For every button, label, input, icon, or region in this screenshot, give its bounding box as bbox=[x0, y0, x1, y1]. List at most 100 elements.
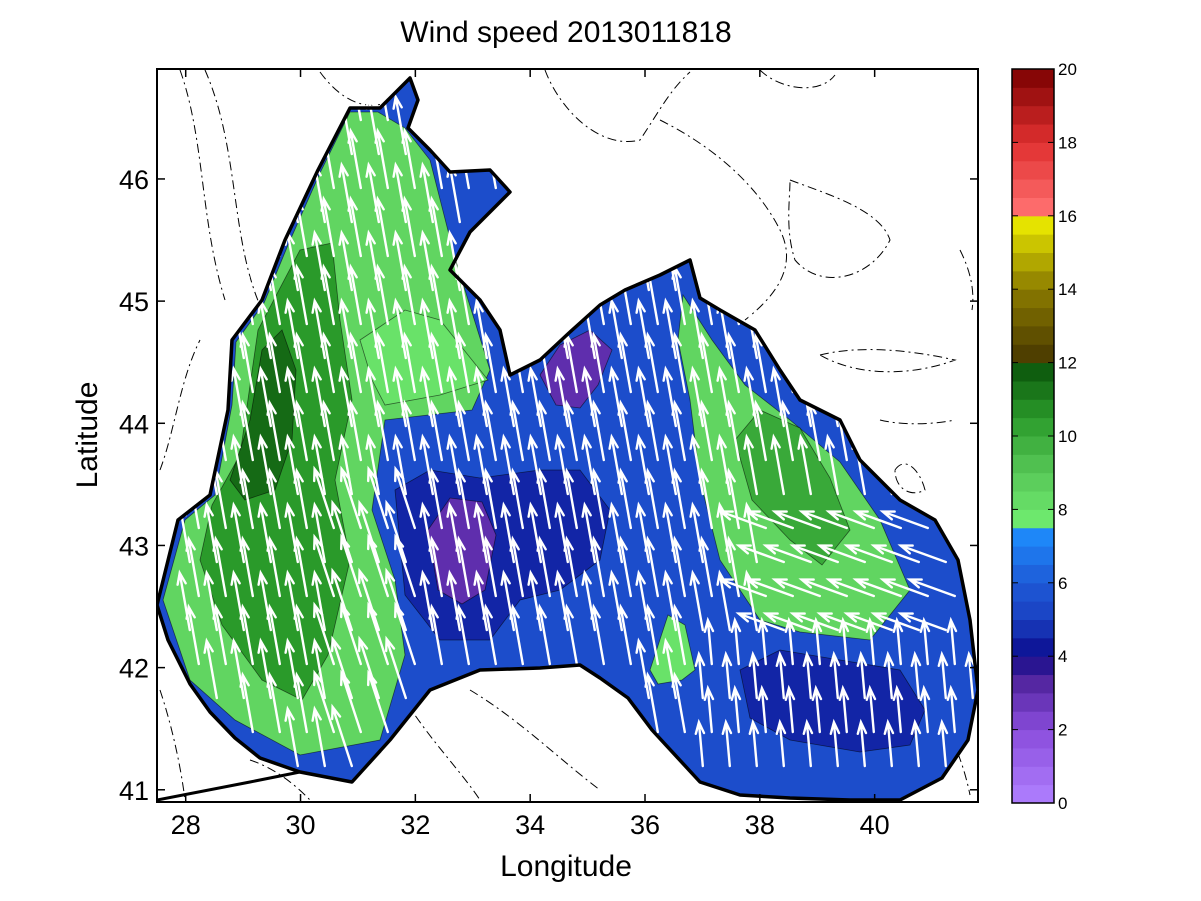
colorbar-tick-label: 16 bbox=[1058, 207, 1077, 226]
colorbar-segment bbox=[1012, 637, 1054, 657]
wind-arrow bbox=[394, 465, 416, 530]
wind-arrow bbox=[446, 365, 461, 428]
wind-arrow bbox=[293, 331, 308, 394]
wind-arrow bbox=[581, 569, 596, 632]
wind-arrow bbox=[331, 567, 353, 632]
wind-arrow bbox=[784, 616, 796, 666]
wind-arrow bbox=[725, 331, 740, 394]
wind-arrow bbox=[212, 399, 227, 462]
wind-vectors bbox=[176, 69, 976, 768]
wind-arrow bbox=[482, 603, 497, 666]
wind-arrow bbox=[757, 616, 769, 666]
colorbar-segment bbox=[1012, 747, 1054, 767]
wind-arrow bbox=[937, 718, 949, 768]
wind-arrow bbox=[284, 433, 299, 496]
wind-arrow bbox=[608, 365, 623, 428]
coastline bbox=[157, 76, 978, 802]
wind-arrow bbox=[385, 499, 407, 564]
colorbar-tick-label: 8 bbox=[1058, 500, 1067, 519]
wind-arrow bbox=[689, 433, 704, 496]
wind-arrow bbox=[176, 501, 191, 564]
colorbar-segment bbox=[1012, 454, 1054, 474]
wind-arrow bbox=[689, 501, 704, 564]
colorbar-segment bbox=[1012, 582, 1054, 602]
wind-arrow bbox=[825, 578, 875, 598]
wind-arrow bbox=[509, 331, 524, 394]
wind-arrow bbox=[964, 650, 976, 700]
wind-arrow bbox=[748, 650, 760, 700]
wind-arrow bbox=[946, 684, 958, 734]
wind-arrow bbox=[401, 263, 416, 326]
wind-arrow bbox=[347, 399, 362, 462]
wind-arrow bbox=[644, 263, 659, 326]
wind-arrow bbox=[536, 467, 551, 530]
wind-arrow bbox=[500, 569, 515, 632]
wind-arrow bbox=[671, 603, 686, 666]
chart-title: Wind speed 2013011818 bbox=[400, 16, 731, 49]
wind-arrow bbox=[838, 684, 850, 734]
wind-arrow bbox=[527, 569, 542, 632]
colorbar-tick-label: 10 bbox=[1058, 427, 1077, 446]
wind-arrow bbox=[644, 467, 659, 530]
wind-arrow bbox=[239, 331, 254, 394]
wind-arrow bbox=[358, 635, 380, 700]
wind-arrow bbox=[689, 297, 704, 360]
wind-arrow bbox=[536, 399, 551, 462]
wind-arrow bbox=[212, 535, 227, 598]
wind-arrow bbox=[752, 331, 767, 394]
colorbar-segment bbox=[1012, 234, 1054, 253]
wind-arrow bbox=[563, 399, 578, 462]
wind-arrow bbox=[239, 399, 254, 462]
wind-arrow bbox=[331, 499, 353, 564]
wind-arrow bbox=[797, 365, 812, 428]
wind-arrow bbox=[879, 510, 929, 530]
colorbar-segment bbox=[1012, 417, 1054, 437]
colorbar-segment bbox=[1012, 527, 1054, 547]
colorbar-segment bbox=[1012, 729, 1054, 749]
wind-arrow bbox=[590, 399, 605, 462]
wind-arrow bbox=[617, 467, 632, 530]
wind-arrow bbox=[671, 535, 686, 598]
wind-arrow bbox=[176, 569, 191, 632]
wind-arrow bbox=[608, 569, 623, 632]
wind-arrow bbox=[856, 650, 868, 700]
wind-arrow bbox=[311, 297, 326, 360]
wind-arrow bbox=[482, 127, 497, 190]
colorbar-segment bbox=[1012, 564, 1054, 584]
wind-arrow bbox=[829, 650, 841, 700]
wind-arrow bbox=[879, 578, 929, 598]
land-contour-line bbox=[249, 759, 311, 801]
wind-arrow bbox=[365, 297, 380, 360]
wind-arrow bbox=[428, 331, 443, 394]
wind-arrow bbox=[284, 637, 299, 700]
wind-arrow bbox=[446, 297, 461, 360]
wind-arrow bbox=[798, 510, 848, 530]
wind-arrow bbox=[617, 603, 632, 666]
wind-arrow bbox=[284, 501, 299, 564]
wind-arrow bbox=[635, 433, 650, 496]
wind-arrow bbox=[590, 263, 605, 326]
wind-arrow bbox=[401, 127, 416, 190]
colorbar-segment bbox=[1012, 491, 1054, 510]
x-tick-label: 30 bbox=[286, 810, 316, 840]
wind-arrow bbox=[870, 612, 920, 632]
wind-arrow bbox=[843, 612, 893, 632]
wind-arrow bbox=[428, 535, 443, 598]
wind-arrow bbox=[239, 603, 254, 666]
wind-arrow bbox=[419, 569, 434, 632]
wind-arrow bbox=[662, 501, 677, 564]
land-contour-line bbox=[759, 69, 836, 89]
colorbar-segment bbox=[1012, 344, 1054, 364]
wind-arrow bbox=[313, 465, 335, 530]
colorbar-segment bbox=[1012, 307, 1054, 327]
colorbar-segment bbox=[1012, 142, 1054, 162]
x-tick-label: 36 bbox=[630, 810, 660, 840]
wind-arrow bbox=[284, 705, 299, 768]
wind-arrow bbox=[802, 650, 814, 700]
x-tick-label: 34 bbox=[515, 810, 545, 840]
land-contour-line bbox=[159, 689, 186, 801]
wind-arrow bbox=[717, 510, 767, 530]
wind-arrow bbox=[811, 616, 823, 666]
wind-arrow bbox=[721, 650, 733, 700]
wind-arrow bbox=[374, 127, 389, 190]
